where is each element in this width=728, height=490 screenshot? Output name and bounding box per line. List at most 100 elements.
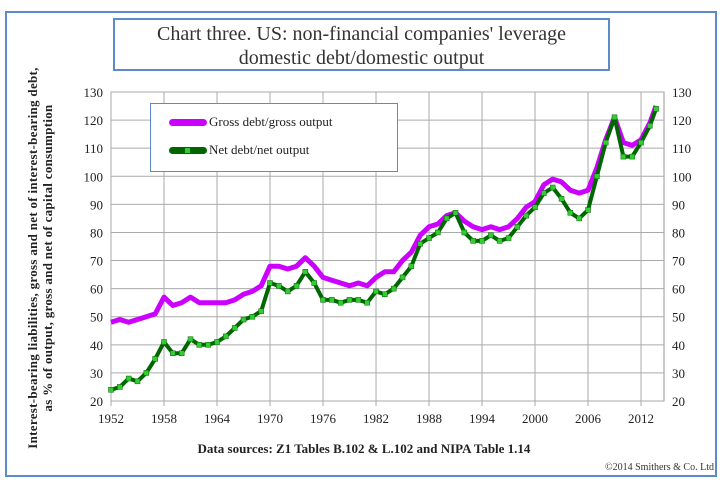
y-tick-label-left: 30	[90, 366, 103, 381]
data-point-net	[602, 139, 609, 146]
y-tick-label-right: 80	[672, 225, 685, 240]
data-point-net	[214, 339, 220, 345]
data-point-net	[408, 263, 415, 269]
data-point-net	[231, 325, 238, 331]
y-tick-label-left: 50	[90, 310, 103, 325]
y-tick-label-right: 20	[672, 394, 685, 409]
data-point-net	[638, 139, 644, 146]
legend-item-gross: Gross debt/gross output	[169, 114, 333, 130]
y-tick-label-left: 40	[90, 338, 103, 353]
data-point-net	[461, 229, 468, 236]
data-point-net	[276, 283, 282, 289]
data-point-net	[647, 122, 653, 129]
data-point-net	[443, 215, 450, 222]
data-point-net	[125, 375, 132, 382]
data-point-net	[390, 285, 397, 292]
data-point-net	[258, 308, 264, 314]
x-tick-label: 2012	[628, 411, 654, 426]
data-point-net	[585, 207, 591, 213]
data-point-net	[143, 370, 150, 376]
data-point-net	[346, 297, 353, 303]
data-point-net	[134, 378, 141, 385]
y-tick-label-left: 110	[84, 141, 103, 156]
x-tick-label: 1976	[310, 411, 337, 426]
x-tick-label: 1964	[204, 411, 231, 426]
data-point-net	[505, 235, 512, 241]
data-point-net	[320, 297, 326, 303]
data-point-net	[620, 153, 627, 160]
data-point-net	[496, 238, 503, 244]
data-point-net	[611, 114, 618, 121]
data-point-net	[329, 297, 335, 303]
data-point-net	[337, 299, 344, 306]
data-point-net	[549, 184, 556, 191]
data-point-net	[417, 240, 423, 247]
data-point-net	[541, 190, 547, 196]
data-point-net	[161, 339, 167, 345]
data-point-net	[567, 210, 574, 216]
series-line-gross	[110, 105, 659, 325]
y-tick-label-right: 130	[672, 85, 692, 100]
data-point-net	[470, 238, 476, 244]
legend-item-net: Net debt/net output	[169, 142, 309, 158]
legend-swatch-gross	[169, 118, 207, 126]
series-group	[108, 105, 659, 393]
x-tick-label: 1970	[257, 411, 283, 426]
data-point-net	[284, 288, 291, 295]
data-point-net	[178, 350, 185, 356]
x-tick-label: 1982	[363, 411, 389, 426]
chart-frame	[5, 11, 717, 477]
grid	[110, 91, 665, 406]
legend: Gross debt/gross output Net debt/net out…	[150, 103, 398, 172]
data-point-net	[399, 274, 406, 281]
y-tick-label-right: 40	[672, 338, 685, 353]
data-point-net	[311, 280, 317, 286]
tick-labels: 20 20 30 30 40 40 50 50 60 60 70 70 80 80 90 90 100 100 11…	[84, 85, 692, 426]
data-point-net	[240, 316, 247, 323]
y-tick-label-left: 90	[90, 197, 103, 212]
data-point-net	[532, 204, 538, 210]
data-point-net	[452, 210, 459, 216]
x-tick-label: 1958	[151, 411, 177, 426]
data-point-net	[373, 288, 379, 295]
data-point-net	[426, 235, 432, 241]
x-tick-label: 1952	[98, 411, 124, 426]
legend-swatch-net	[169, 146, 207, 154]
data-point-net	[435, 229, 441, 236]
data-point-net	[653, 106, 659, 112]
y-tick-label-left: 20	[90, 394, 103, 409]
data-point-net	[267, 280, 273, 286]
y-tick-label-right: 70	[672, 254, 685, 269]
y-axis-label: Interest-bearing liabilities, gross and …	[25, 67, 55, 449]
x-tick-label: 2000	[522, 411, 548, 426]
data-point-net	[355, 297, 362, 303]
title-line-1: Chart three. US: non-financial companies…	[156, 23, 566, 45]
y-tick-label-right: 90	[672, 197, 685, 212]
data-point-net	[152, 356, 158, 362]
y-tick-label-left: 100	[84, 169, 104, 184]
y-tick-label-left: 130	[84, 85, 104, 100]
data-point-net	[488, 232, 494, 239]
data-point-net	[629, 153, 635, 160]
y-tick-label-right: 110	[672, 141, 691, 156]
data-point-net	[108, 387, 114, 393]
chart-title: Chart three. US: non-financial companies…	[113, 18, 610, 71]
data-point-net	[170, 350, 176, 356]
data-point-net	[576, 215, 582, 222]
data-point-net	[187, 336, 194, 342]
data-point-net	[249, 313, 256, 320]
data-point-net	[558, 195, 565, 202]
data-point-net	[382, 291, 388, 298]
x-tick-label: 1994	[469, 411, 496, 426]
y-tick-label-right: 60	[672, 282, 685, 297]
y-tick-label-right: 120	[672, 113, 692, 128]
y-tick-label-left: 70	[90, 254, 103, 269]
data-point-net	[205, 342, 211, 348]
copyright: ©2014 Smithers & Co. Ltd	[605, 462, 714, 473]
data-point-net	[523, 212, 529, 219]
data-source-note: Data sources: Z1 Tables B.102 & L.102 an…	[197, 441, 531, 456]
y-tick-label-left: 60	[90, 282, 103, 297]
legend-label-gross: Gross debt/gross output	[209, 114, 333, 129]
data-point-net	[594, 173, 600, 180]
